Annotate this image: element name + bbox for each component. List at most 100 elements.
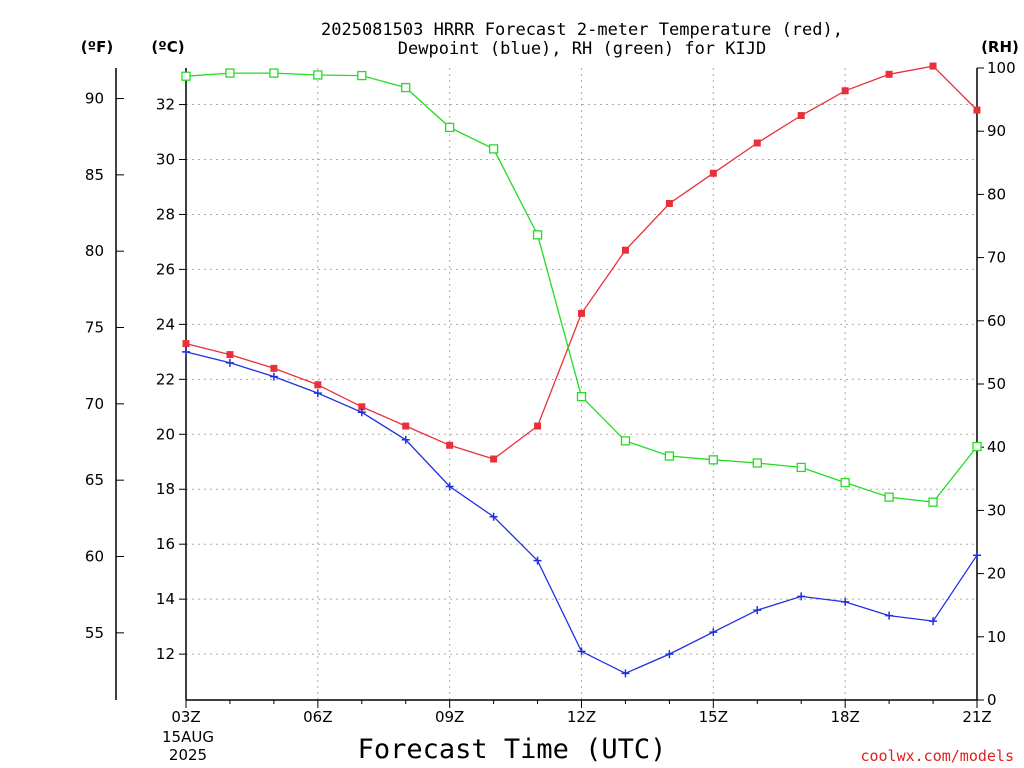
x-tick-label: 21Z <box>962 708 991 726</box>
dewpoint-point <box>885 611 894 620</box>
rh-point <box>532 230 543 240</box>
celsius-unit-label: (ºC) <box>151 38 184 56</box>
rh-tick-label: 30 <box>987 501 1006 519</box>
fahrenheit-unit-label: (ºF) <box>81 38 113 56</box>
rh-point <box>313 70 323 80</box>
celsius-tick-label: 16 <box>156 535 175 553</box>
axes: 55 60 65 70 75 80 85 90 12 14 16 18 20 22 24 26 28 30 32 0 1… <box>85 59 1016 726</box>
rh-tick-label: 10 <box>987 628 1006 646</box>
credit-text: coolwx.com/models <box>860 747 1014 765</box>
rh-tick-label: 80 <box>987 185 1006 203</box>
temperature-point <box>182 340 190 348</box>
temperature-point <box>841 87 849 95</box>
fahrenheit-tick-label: 85 <box>85 166 104 184</box>
temperature-point <box>665 199 673 207</box>
fahrenheit-tick-label: 70 <box>85 395 104 413</box>
temperature-point <box>446 441 454 449</box>
rh-tick-label: 50 <box>987 375 1006 393</box>
rh-tick-label: 0 <box>987 691 997 709</box>
celsius-tick-label: 24 <box>156 315 175 333</box>
dewpoint-point <box>313 389 322 398</box>
temperature-point <box>270 364 278 372</box>
temperature-point <box>709 169 717 177</box>
chart-title-line2: Dewpoint (blue), RH (green) for KIJD <box>398 39 766 59</box>
dewpoint-point <box>973 551 981 560</box>
dewpoint-point <box>401 435 410 444</box>
dewpoint-point <box>445 482 454 491</box>
fahrenheit-tick-label: 60 <box>85 548 104 566</box>
dewpoint-point <box>929 617 938 626</box>
dewpoint-point <box>357 408 366 417</box>
grid <box>186 68 977 700</box>
x-start-date-year: 2025 <box>169 746 207 764</box>
celsius-tick-label: 28 <box>156 205 175 223</box>
dewpoint-point <box>841 597 850 606</box>
x-tick-label: 06Z <box>303 708 332 726</box>
temperature-point <box>973 106 981 114</box>
temperature-point <box>358 403 366 411</box>
temperature-series <box>182 62 981 463</box>
temperature-point <box>534 422 542 430</box>
celsius-tick-label: 12 <box>156 645 175 663</box>
rh-point <box>796 462 806 473</box>
rh-unit-label: (RH) <box>981 38 1019 56</box>
dewpoint-point <box>665 650 674 659</box>
rh-point <box>445 122 455 133</box>
celsius-tick-label: 18 <box>156 480 175 498</box>
rh-point <box>972 441 982 452</box>
rh-point <box>269 68 279 78</box>
temperature-point <box>578 309 585 317</box>
temperature-point <box>402 422 410 430</box>
celsius-tick-label: 22 <box>156 370 175 388</box>
dewpoint-point <box>577 647 586 656</box>
rh-point <box>664 451 675 461</box>
fahrenheit-tick-label: 55 <box>85 624 104 642</box>
rh-point <box>752 458 762 468</box>
rh-tick-label: 40 <box>987 438 1006 456</box>
dewpoint-point <box>797 592 806 601</box>
rh-point <box>357 70 367 81</box>
dewpoint-point <box>533 556 542 565</box>
dewpoint-point <box>709 628 718 637</box>
x-tick-label: 15Z <box>699 708 728 726</box>
celsius-tick-label: 14 <box>156 590 175 608</box>
rh-point <box>401 82 411 93</box>
fahrenheit-tick-label: 65 <box>85 471 104 489</box>
temperature-point <box>929 62 937 70</box>
dewpoint-point <box>489 512 498 521</box>
rh-tick-label: 100 <box>987 59 1016 77</box>
temperature-point <box>490 455 498 463</box>
fahrenheit-tick-label: 90 <box>85 90 104 108</box>
rh-tick-label: 60 <box>987 312 1006 330</box>
dewpoint-point <box>269 372 278 381</box>
celsius-tick-label: 32 <box>156 96 175 114</box>
temperature-point <box>797 112 805 120</box>
series-layer <box>181 62 982 678</box>
x-tick-label: 09Z <box>435 708 464 726</box>
rh-line <box>185 72 978 503</box>
temperature-point <box>753 139 761 147</box>
rh-point <box>708 455 718 465</box>
rh-point <box>928 497 938 507</box>
temperature-point <box>885 70 893 78</box>
dewpoint-series <box>182 347 981 678</box>
celsius-tick-label: 26 <box>156 260 175 278</box>
rh-tick-label: 20 <box>987 565 1006 583</box>
rh-point <box>620 436 631 446</box>
x-tick-label: 03Z <box>171 708 200 726</box>
rh-tick-label: 70 <box>987 249 1006 267</box>
dewpoint-point <box>182 347 190 356</box>
rh-point <box>181 71 191 81</box>
rh-tick-label: 90 <box>987 122 1006 140</box>
x-axis-label: Forecast Time (UTC) <box>358 734 667 765</box>
rh-point <box>488 144 499 154</box>
fahrenheit-tick-label: 75 <box>85 319 104 337</box>
x-start-date-day: 15AUG <box>162 728 214 746</box>
temperature-point <box>314 381 322 389</box>
celsius-tick-label: 20 <box>156 425 175 443</box>
rh-point <box>225 68 235 78</box>
x-tick-label: 18Z <box>830 708 859 726</box>
fahrenheit-tick-label: 80 <box>85 242 104 260</box>
